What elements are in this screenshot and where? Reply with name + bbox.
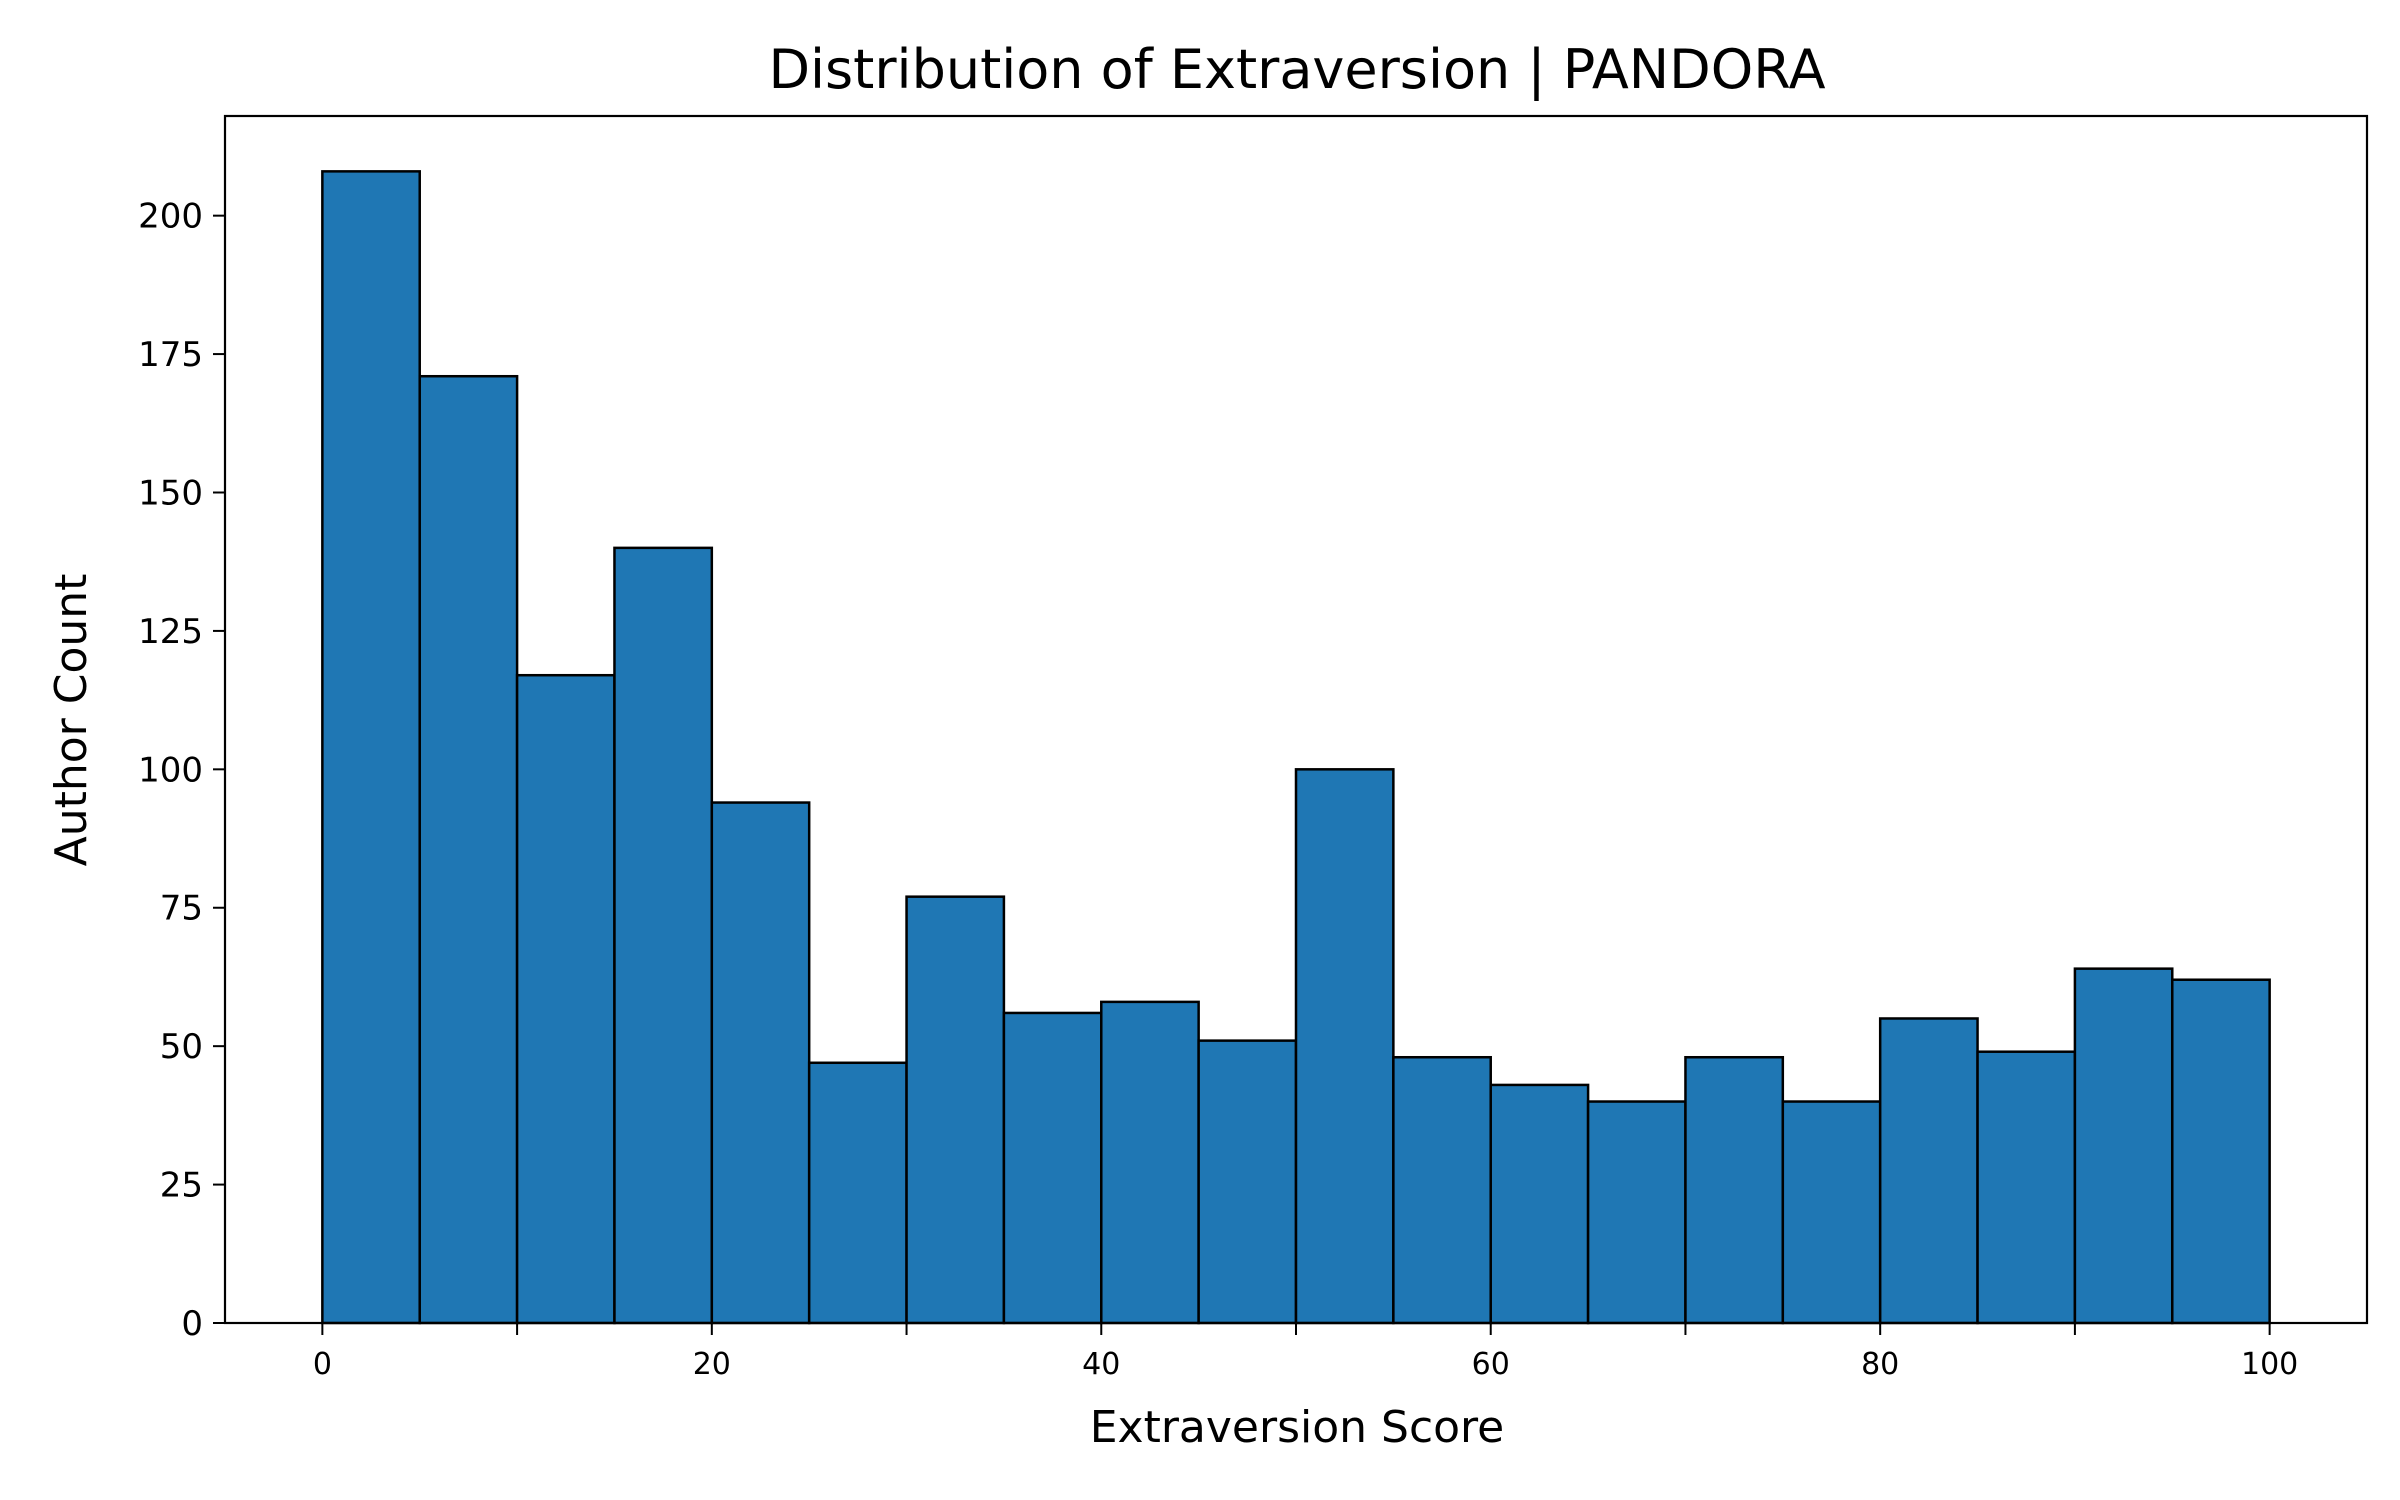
histogram-bar — [1002, 1011, 1103, 1325]
histogram-bar — [710, 801, 811, 1325]
histogram-bar — [2073, 967, 2174, 1325]
x-tick-label: 80 — [1861, 1347, 1899, 1382]
y-tick-label: 75 — [160, 889, 203, 929]
bars-group — [321, 170, 2271, 1325]
histogram-bar — [1100, 1000, 1200, 1325]
x-tick-label: 20 — [693, 1347, 731, 1382]
x-tick-label: 100 — [2241, 1347, 2298, 1382]
histogram-bar — [515, 673, 616, 1325]
histogram-bar — [1781, 1100, 1882, 1325]
y-tick-label: 175 — [138, 335, 203, 375]
histogram-bar — [807, 1061, 908, 1325]
y-tick-label: 125 — [138, 612, 203, 652]
x-axis-label: Extraversion Score — [1090, 1402, 1505, 1453]
histogram-bar — [1976, 1050, 2077, 1325]
histogram-bar — [1586, 1100, 1687, 1325]
y-tick-label: 25 — [160, 1166, 203, 1206]
y-tick-label: 100 — [138, 750, 203, 790]
y-axis-label: Author Count — [46, 574, 97, 867]
histogram-bar — [905, 895, 1006, 1325]
x-tick-label: 0 — [313, 1347, 332, 1382]
histogram-bar — [1489, 1083, 1590, 1325]
histogram-bar — [1392, 1055, 1492, 1325]
histogram-bar — [2171, 978, 2271, 1325]
histogram-bar — [1684, 1055, 1785, 1325]
histogram-bar — [613, 546, 714, 1325]
x-tick-label: 40 — [1082, 1347, 1120, 1382]
histogram-bar — [418, 374, 519, 1325]
histogram-bar — [321, 170, 421, 1325]
x-axis: 0 20 40 60 80 100 — [313, 1323, 2298, 1382]
y-tick-label: 0 — [181, 1304, 203, 1344]
y-tick-label: 50 — [160, 1027, 203, 1067]
y-tick-label: 150 — [138, 473, 203, 513]
x-tick-label: 60 — [1472, 1347, 1510, 1382]
y-tick-label: 200 — [138, 197, 203, 237]
chart-title: Distribution of Extraversion | PANDORA — [768, 38, 1825, 101]
plot-frame — [223, 114, 2369, 1325]
histogram-bar — [1878, 1017, 1979, 1325]
histogram-bar — [1294, 768, 1395, 1325]
y-axis: 0 25 50 75 100 125 150 175 200 — [138, 197, 225, 1344]
histogram-bar — [1197, 1039, 1298, 1325]
